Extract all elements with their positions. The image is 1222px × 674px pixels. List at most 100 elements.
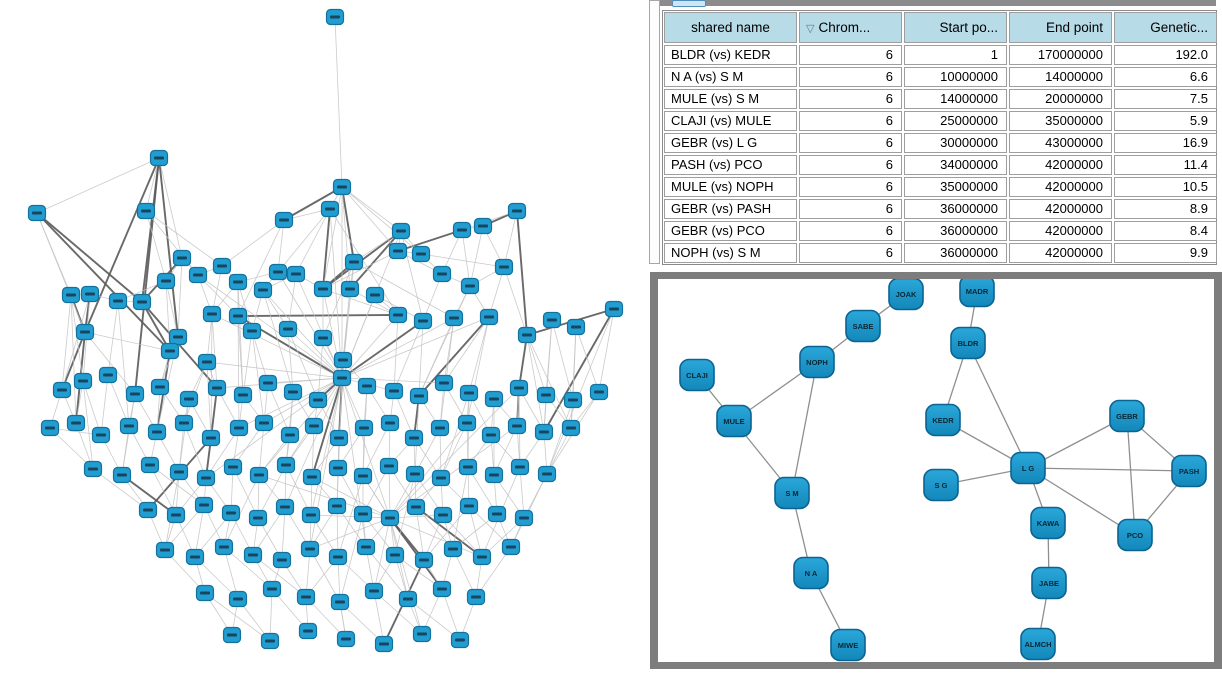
network-node[interactable]	[344, 253, 364, 271]
network-node[interactable]	[27, 204, 47, 222]
table-cell[interactable]: 11.4	[1114, 155, 1217, 175]
network-node-jabe[interactable]: JABE	[1031, 566, 1067, 600]
network-node[interactable]	[125, 385, 145, 403]
network-node[interactable]	[108, 292, 128, 310]
table-cell[interactable]: 6	[799, 221, 902, 241]
table-row[interactable]: NOPH (vs) S M 6 36000000 42000000 9.9	[663, 242, 1217, 264]
network-node[interactable]	[149, 149, 169, 167]
network-node[interactable]	[374, 635, 394, 653]
network-node[interactable]	[517, 326, 537, 344]
network-node[interactable]	[388, 242, 408, 260]
network-node[interactable]	[430, 419, 450, 437]
network-node[interactable]	[433, 506, 453, 524]
network-node[interactable]	[561, 419, 581, 437]
network-node[interactable]	[537, 465, 557, 483]
detail-network-canvas[interactable]: JOAK MADR SABE BLDR NOPH CLAJI GEBR KEDR MULE L G…	[658, 279, 1214, 662]
table-cell[interactable]: 9.9	[1114, 243, 1217, 263]
table-cell[interactable]: N A (vs) S M	[664, 67, 797, 87]
network-node[interactable]	[391, 222, 411, 240]
table-cell[interactable]: 6	[799, 133, 902, 153]
network-node[interactable]	[140, 456, 160, 474]
network-node[interactable]	[479, 308, 499, 326]
horizontal-scrollbar-thumb[interactable]	[672, 0, 706, 7]
network-node[interactable]	[301, 506, 321, 524]
table-cell[interactable]: 36000000	[904, 199, 1007, 219]
network-node[interactable]	[328, 548, 348, 566]
network-node[interactable]	[507, 417, 527, 435]
table-row[interactable]: GEBR (vs) PCO 6 36000000 42000000 8.4	[663, 220, 1217, 242]
network-node[interactable]	[320, 200, 340, 218]
table-row[interactable]: GEBR (vs) PASH 6 36000000 42000000 8.9	[663, 198, 1217, 220]
network-node-mule[interactable]: MULE	[716, 404, 752, 438]
network-node[interactable]	[166, 506, 186, 524]
network-node[interactable]	[207, 379, 227, 397]
network-edge-l-g-pco[interactable]	[1027, 467, 1136, 536]
network-node[interactable]	[353, 467, 373, 485]
network-node[interactable]	[262, 580, 282, 598]
table-row[interactable]: N A (vs) S M 6 10000000 14000000 6.6	[663, 66, 1217, 88]
network-node[interactable]	[202, 305, 222, 323]
network-node[interactable]	[160, 342, 180, 360]
table-row[interactable]: MULE (vs) NOPH 6 35000000 42000000 10.5	[663, 176, 1217, 198]
network-node[interactable]	[459, 497, 479, 515]
table-cell[interactable]: MULE (vs) S M	[664, 89, 797, 109]
table-cell[interactable]: 6	[799, 45, 902, 65]
network-edge-noph-s-m[interactable]	[791, 361, 818, 494]
network-node[interactable]	[432, 580, 452, 598]
network-node-n-a[interactable]: N A	[793, 556, 829, 590]
network-node[interactable]	[332, 178, 352, 196]
network-node[interactable]	[66, 414, 86, 432]
table-cell[interactable]: 6	[799, 67, 902, 87]
network-node[interactable]	[150, 378, 170, 396]
network-node[interactable]	[112, 466, 132, 484]
network-node[interactable]	[329, 429, 349, 447]
network-node[interactable]	[405, 465, 425, 483]
network-node[interactable]	[450, 631, 470, 649]
network-node[interactable]	[212, 257, 232, 275]
network-node[interactable]	[364, 582, 384, 600]
network-node[interactable]	[201, 429, 221, 447]
network-node[interactable]	[296, 588, 316, 606]
network-node[interactable]	[228, 273, 248, 291]
network-node[interactable]	[73, 372, 93, 390]
network-node[interactable]	[501, 538, 521, 556]
network-edge-l-g-pash[interactable]	[1027, 467, 1190, 472]
network-node-noph[interactable]: NOPH	[799, 345, 835, 379]
network-node[interactable]	[302, 468, 322, 486]
table-cell[interactable]: 42000000	[1009, 155, 1112, 175]
network-node[interactable]	[457, 414, 477, 432]
table-row[interactable]: GEBR (vs) L G 6 30000000 43000000 16.9	[663, 132, 1217, 154]
table-row[interactable]: MULE (vs) S M 6 14000000 20000000 7.5	[663, 88, 1217, 110]
network-node[interactable]	[413, 312, 433, 330]
network-node[interactable]	[379, 457, 399, 475]
table-cell[interactable]: 7.5	[1114, 89, 1217, 109]
network-node[interactable]	[327, 497, 347, 515]
table-cell[interactable]: 6.6	[1114, 67, 1217, 87]
table-row[interactable]: PASH (vs) PCO 6 34000000 42000000 11.4	[663, 154, 1217, 176]
network-node[interactable]	[412, 625, 432, 643]
table-cell[interactable]: BLDR (vs) KEDR	[664, 45, 797, 65]
network-node[interactable]	[286, 265, 306, 283]
horizontal-scrollbar-track[interactable]	[650, 0, 1216, 6]
network-node[interactable]	[563, 391, 583, 409]
network-node[interactable]	[268, 263, 288, 281]
network-node[interactable]	[188, 266, 208, 284]
network-node[interactable]	[404, 429, 424, 447]
table-cell[interactable]: 6	[799, 111, 902, 131]
table-cell[interactable]: GEBR (vs) PCO	[664, 221, 797, 241]
table-cell[interactable]: 14000000	[904, 89, 1007, 109]
network-node[interactable]	[566, 318, 586, 336]
network-node[interactable]	[333, 351, 353, 369]
network-node[interactable]	[222, 626, 242, 644]
network-node[interactable]	[507, 202, 527, 220]
table-cell[interactable]: PASH (vs) PCO	[664, 155, 797, 175]
network-node[interactable]	[98, 366, 118, 384]
network-node[interactable]	[138, 501, 158, 519]
network-node[interactable]	[300, 540, 320, 558]
network-node[interactable]	[136, 202, 156, 220]
network-node[interactable]	[249, 466, 269, 484]
network-node[interactable]	[258, 374, 278, 392]
network-node[interactable]	[510, 458, 530, 476]
network-node[interactable]	[61, 286, 81, 304]
network-node[interactable]	[304, 417, 324, 435]
